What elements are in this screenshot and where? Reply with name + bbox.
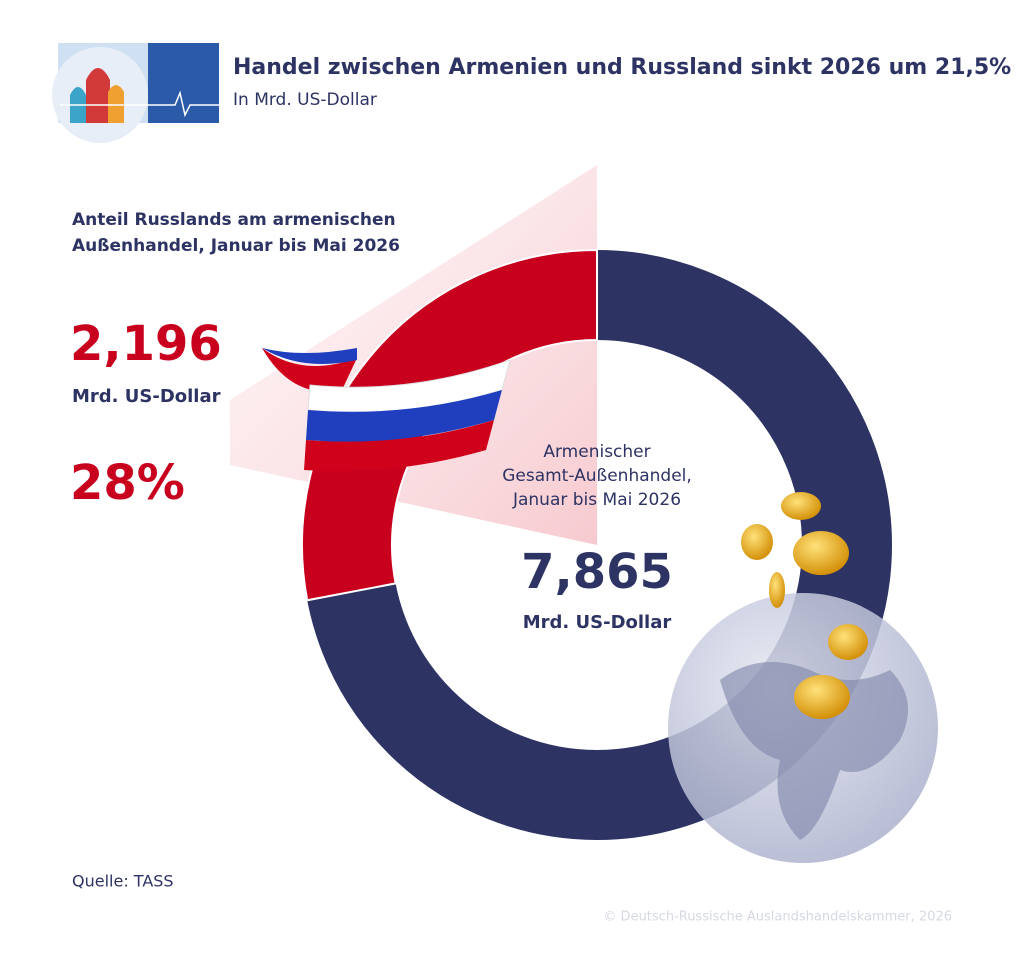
segment-unit: Mrd. US-Dollar xyxy=(72,386,221,407)
subtitle: In Mrd. US-Dollar xyxy=(233,90,377,110)
total-value: 7,865 xyxy=(521,544,673,600)
total-label: Gesamt-Außenhandel, xyxy=(502,466,692,486)
source: Quelle: TASS xyxy=(72,872,174,891)
segment-label: Außenhandel, Januar bis Mai 2026 xyxy=(72,236,400,256)
flag-ribbon xyxy=(262,348,511,472)
total-label: Armenischer xyxy=(543,442,650,462)
header-icon xyxy=(52,43,219,143)
copyright: © Deutsch-Russische Auslandshandelskamme… xyxy=(603,910,952,925)
segment-label: Anteil Russlands am armenischen xyxy=(72,210,396,230)
segment-share: 28% xyxy=(70,455,185,511)
title: Handel zwischen Armenien und Russland si… xyxy=(233,55,1011,80)
segment-value: 2,196 xyxy=(70,316,222,372)
total-label: Januar bis Mai 2026 xyxy=(512,490,681,510)
total-unit: Mrd. US-Dollar xyxy=(523,612,672,633)
globe-coins xyxy=(668,492,938,863)
